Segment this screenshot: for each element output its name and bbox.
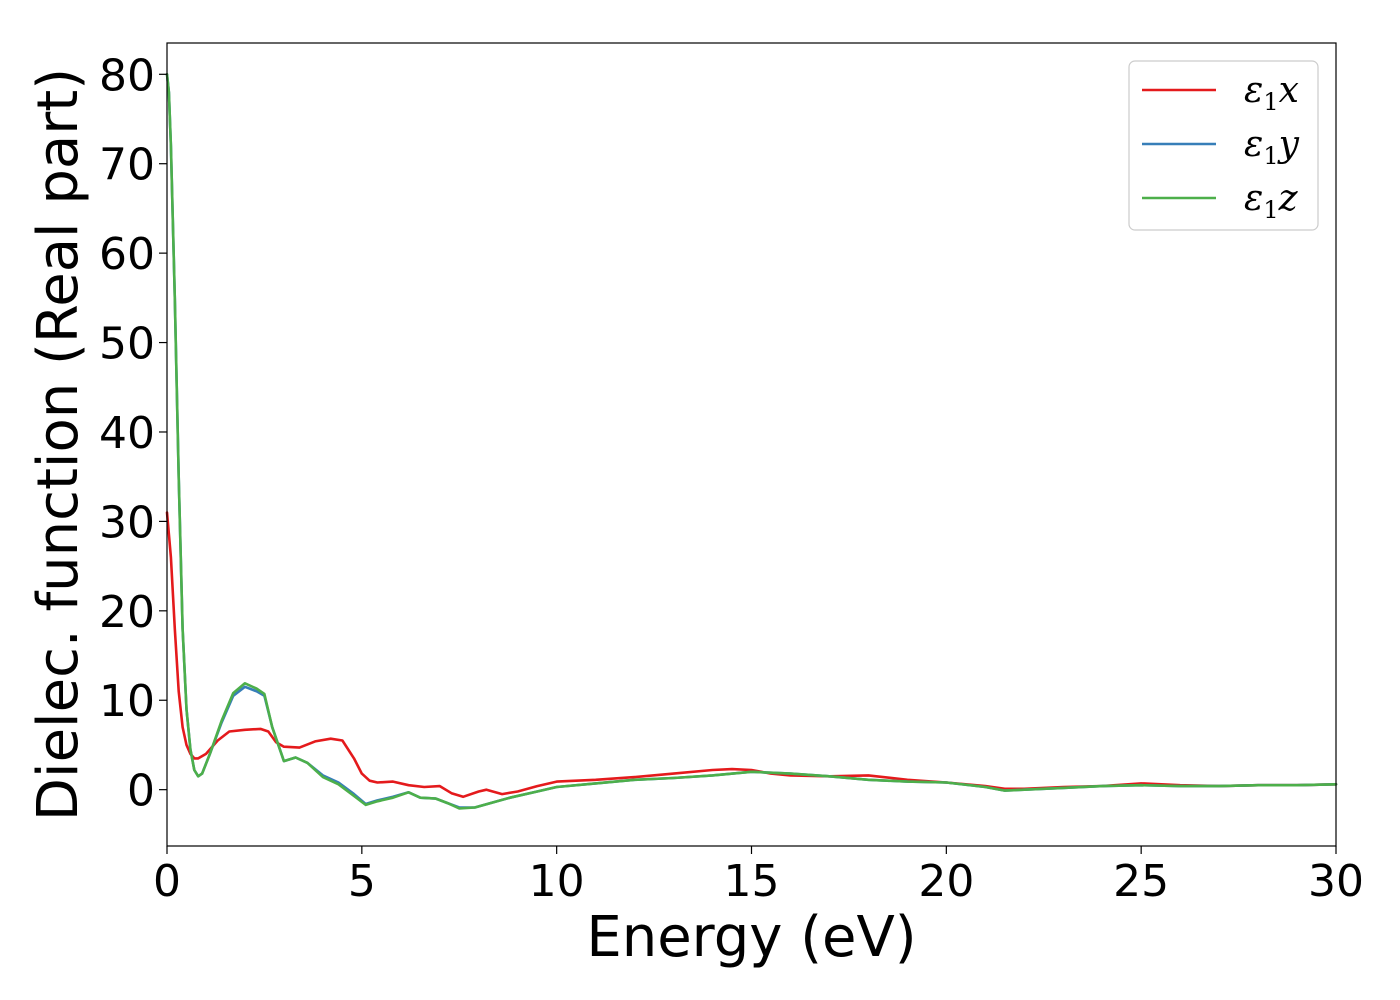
x-tick-label: 25 [1113,856,1169,907]
x-tick-label: 20 [918,856,974,907]
y-tick-label: 50 [99,319,155,370]
y-axis-title: Dielec. function (Real part) [26,68,91,821]
x-tick-label: 30 [1308,856,1364,907]
y-tick-label: 10 [99,676,155,727]
x-axis-ticks: 0 5 10 15 20 25 30 [153,846,1364,907]
x-tick-label: 10 [529,856,585,907]
y-tick-label: 70 [99,140,155,191]
x-tick-label: 0 [153,856,181,907]
legend-label-x: ε1x [1244,70,1299,116]
plot-lines [165,73,1338,810]
y-tick-label: 60 [99,229,155,280]
y-axis-ticks: 0 10 20 30 40 50 60 70 80 [99,50,167,817]
legend-label-y: ε1y [1244,124,1300,170]
x-tick-label: 15 [724,856,780,907]
series-line-x [165,511,1338,799]
x-axis-title: Energy (eV) [586,905,916,970]
series-line-z [165,73,1338,810]
legend: ε1x ε1y ε1z [1128,60,1319,231]
legend-box [1128,60,1319,231]
y-tick-label: 20 [99,587,155,638]
y-tick-label: 0 [127,766,155,817]
y-tick-label: 30 [99,497,155,548]
x-tick-label: 5 [348,856,376,907]
legend-label-z: ε1z [1244,178,1299,224]
y-tick-label: 80 [99,50,155,101]
y-tick-label: 40 [99,408,155,459]
